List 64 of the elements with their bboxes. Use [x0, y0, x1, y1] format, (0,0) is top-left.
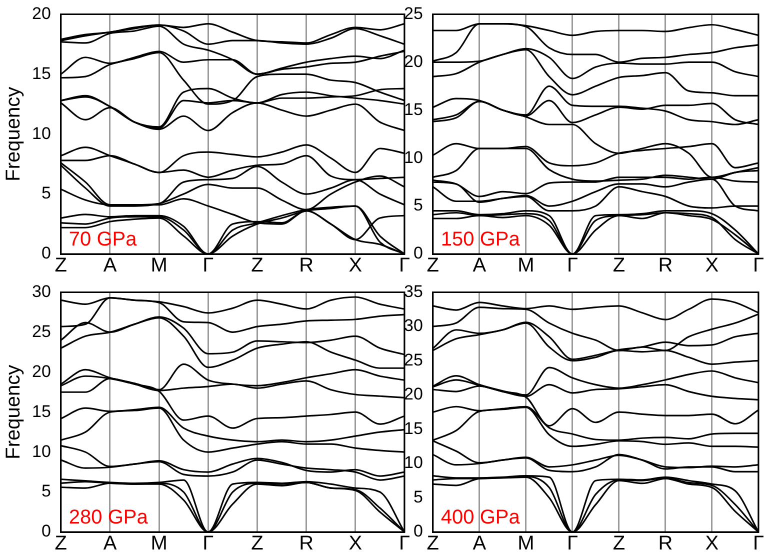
y-tick-label: 10 [404, 148, 423, 167]
y-tick-label: 0 [413, 244, 423, 263]
x-tick-label: Γ [752, 532, 764, 555]
y-tick-label: 20 [32, 4, 51, 23]
y-tick-label: 10 [404, 453, 423, 472]
y-tick-label: 15 [32, 64, 51, 83]
y-tick-label: 15 [32, 402, 51, 421]
x-tick-label: A [472, 254, 487, 277]
x-tick-label: A [103, 254, 118, 277]
y-tick-label: 10 [32, 442, 51, 461]
x-tick-label: Z [54, 254, 68, 277]
x-tick-label: Γ [752, 254, 764, 277]
y-tick-label: 15 [404, 100, 423, 119]
x-tick-label: X [348, 532, 362, 555]
x-tick-label: M [150, 254, 168, 277]
x-tick-label: R [299, 532, 314, 555]
annotation: 400 GPa [440, 506, 521, 529]
y-tick-label: 25 [32, 322, 51, 341]
x-tick-label: Γ [398, 254, 410, 277]
annotation: 280 GPa [68, 506, 149, 529]
x-tick-label: Z [54, 532, 68, 555]
annotation: 150 GPa [440, 228, 521, 251]
y-tick-label: 10 [32, 124, 51, 143]
x-tick-label: Γ [566, 254, 578, 277]
x-tick-label: R [658, 254, 673, 277]
y-axis-title: Frequency [2, 364, 25, 460]
y-tick-label: 5 [413, 487, 423, 506]
y-tick-label: 30 [32, 282, 51, 301]
x-tick-label: Z [251, 532, 264, 555]
x-tick-label: Γ [566, 532, 578, 555]
annotation: 70 GPa [68, 228, 138, 251]
x-tick-label: Γ [202, 254, 214, 277]
x-tick-label: Γ [398, 532, 410, 555]
y-tick-label: 5 [413, 196, 423, 215]
x-tick-label: R [299, 254, 314, 277]
y-tick-label: 0 [41, 244, 51, 263]
y-tick-label: 20 [404, 52, 423, 71]
x-tick-label: R [658, 532, 673, 555]
x-tick-label: X [705, 532, 719, 555]
x-tick-label: Z [612, 254, 626, 277]
y-tick-label: 20 [32, 362, 51, 381]
y-tick-label: 5 [41, 482, 51, 501]
x-tick-label: Z [426, 532, 440, 555]
y-tick-label: 0 [413, 522, 423, 541]
x-tick-label: X [348, 254, 362, 277]
y-tick-label: 35 [404, 282, 423, 301]
y-tick-label: 25 [404, 4, 423, 23]
y-tick-label: 5 [41, 184, 51, 203]
x-tick-label: Γ [202, 532, 214, 555]
y-tick-label: 30 [404, 316, 423, 336]
x-tick-label: A [103, 532, 118, 555]
y-tick-label: 25 [404, 350, 423, 370]
x-tick-label: M [518, 254, 534, 277]
x-tick-label: Z [251, 254, 264, 277]
y-tick-label: 20 [404, 384, 423, 404]
x-tick-label: Z [612, 532, 626, 555]
x-tick-label: X [705, 254, 719, 277]
y-axis-title: Frequency [2, 86, 25, 182]
x-tick-label: M [150, 532, 168, 555]
x-tick-label: Z [426, 254, 440, 277]
y-tick-label: 0 [41, 522, 51, 541]
y-tick-label: 15 [404, 418, 423, 438]
x-tick-label: A [472, 532, 487, 555]
x-tick-label: M [518, 532, 534, 555]
